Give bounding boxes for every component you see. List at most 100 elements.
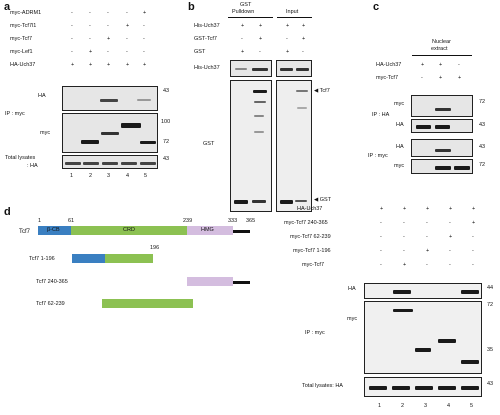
domain-crd: CRD [71, 226, 187, 235]
domain-label: CRD [123, 227, 135, 233]
lane-number: 5 [144, 173, 148, 179]
construct-2-tail [233, 281, 250, 284]
panel-a-blot-myc [62, 113, 158, 153]
panel-a-letter: a [4, 1, 11, 13]
blot-label-ip: IP : myc [305, 330, 325, 336]
sign: - [380, 220, 382, 226]
marker: 72 [479, 99, 486, 105]
sign: - [472, 234, 474, 240]
sign: + [472, 220, 476, 226]
sign: + [89, 49, 93, 55]
marker: 43 [163, 156, 170, 162]
row-label: His-Uch37 [194, 23, 220, 29]
header-nuclear: Nuclear [432, 39, 451, 45]
construct-3-crd [102, 299, 193, 308]
row-label: myc-Tcf7 240-365 [284, 220, 328, 226]
marker: 43 [163, 88, 170, 94]
domain-hmg: HMG [187, 226, 233, 235]
arrow-label: GST [319, 197, 332, 203]
panel-b-letter: b [188, 1, 195, 13]
marker: 43 [487, 381, 494, 387]
row-label: HA-Uch37 [297, 206, 323, 212]
sign: - [421, 75, 423, 81]
sign: - [380, 248, 382, 254]
divider [277, 17, 312, 18]
construct-2-hmg [187, 277, 233, 286]
blot-label-total: Total lysates: HA [302, 383, 343, 389]
panel-a-blot-total [62, 155, 158, 169]
lane-number: 4 [126, 173, 130, 179]
sign: + [449, 206, 453, 212]
sign: - [426, 220, 428, 226]
sign: - [143, 23, 145, 29]
sign: - [426, 234, 428, 240]
construct-1-crd [105, 254, 153, 263]
sign: - [89, 10, 91, 16]
blot-label: HA [396, 122, 404, 128]
sign: + [107, 36, 111, 42]
sign: + [259, 36, 263, 42]
lane-number: 1 [378, 403, 382, 409]
sign: - [107, 23, 109, 29]
coord: 365 [246, 218, 256, 224]
sign: + [143, 10, 147, 16]
sign: - [143, 36, 145, 42]
construct-1-bcb [72, 254, 105, 263]
sign: + [241, 23, 245, 29]
blot-label-total: Total lysates [5, 155, 36, 161]
header-pulldown: GST [240, 2, 252, 8]
sign: + [403, 206, 407, 212]
panel-b-blot-gst-pulldown [230, 80, 272, 212]
sign: + [286, 49, 290, 55]
row-label: GST [194, 49, 206, 55]
panel-d-blot-myc [364, 301, 482, 374]
sign: + [449, 234, 453, 240]
blot-label-myc: myc [347, 316, 358, 322]
blot-label-ip-ha: IP : HA [372, 112, 390, 118]
arrow-label: Tcf7 [319, 88, 330, 94]
row-label: HA-Uch37 [10, 62, 36, 68]
sign: - [89, 36, 91, 42]
arrow-gst: ◀ GST [314, 197, 332, 203]
row-label: GST-Tcf7 [194, 36, 217, 42]
sign: - [403, 234, 405, 240]
panel-d-letter: d [4, 206, 11, 218]
domain-label: HMG [201, 227, 214, 233]
sign: - [107, 10, 109, 16]
sign: - [71, 10, 73, 16]
divider [228, 17, 273, 18]
blot-label-ha: HA [348, 286, 356, 292]
sign: + [426, 206, 430, 212]
blot-label-ip: IP : myc [5, 111, 25, 117]
sign: + [71, 62, 75, 68]
row-label: myc-ADRM1 [10, 10, 42, 16]
construct-label: Tcf7 240-365 [36, 279, 68, 285]
sign: - [449, 248, 451, 254]
panel-a-blot-ha [62, 86, 158, 111]
sign: - [107, 49, 109, 55]
sign: - [71, 23, 73, 29]
marker: 44 [487, 285, 494, 291]
marker: 100 [161, 119, 171, 125]
sign: - [403, 248, 405, 254]
blot-label-total-ha: : HA [27, 163, 38, 169]
blot-label: HA [396, 144, 404, 150]
blot-label-ha: HA [38, 93, 46, 99]
lane-number: 5 [470, 403, 474, 409]
panel-b-blot-his-pulldown [230, 60, 272, 77]
row-label: myc-Tcf7 62-239 [290, 234, 331, 240]
sign: - [472, 248, 474, 254]
row-label: myc-Tcf7 [302, 262, 324, 268]
sign: + [286, 23, 290, 29]
construct-end: 196 [150, 245, 160, 251]
sign: - [426, 262, 428, 268]
divider [412, 55, 472, 56]
header-extract: extract [431, 46, 448, 52]
sign: - [71, 49, 73, 55]
blot-label: myc [394, 163, 405, 169]
sign: + [89, 62, 93, 68]
blot-label: myc [394, 101, 405, 107]
sign: + [259, 23, 263, 29]
sign: + [302, 23, 306, 29]
sign: + [107, 62, 111, 68]
